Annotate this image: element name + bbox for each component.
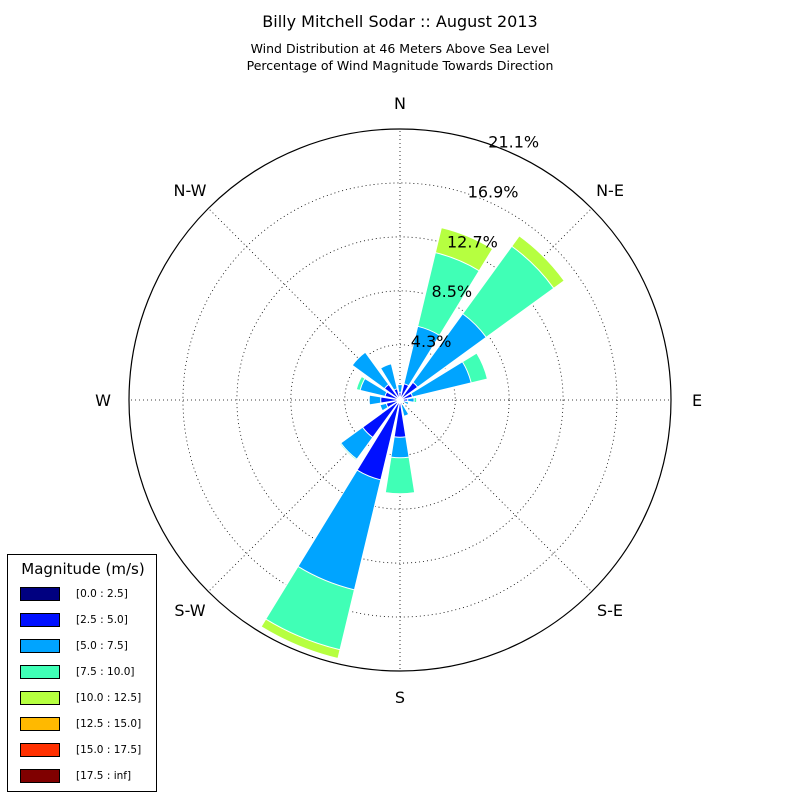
- radial-tick-label: 21.1%: [488, 133, 539, 152]
- wedge-nnw-bin-0: [398, 398, 401, 401]
- wedge-ssw-bin-1: [356, 399, 401, 481]
- legend-swatch: [20, 769, 60, 783]
- direction-label-n-w: N-W: [174, 181, 207, 200]
- radial-tick-label: 4.3%: [411, 332, 452, 351]
- legend-label: [7.5 : 10.0]: [76, 666, 135, 678]
- legend-swatch: [20, 743, 60, 757]
- outer-circle: [128, 128, 672, 672]
- wedge-ne-bin-2: [399, 313, 487, 401]
- legend-label: [5.0 : 7.5]: [76, 640, 128, 652]
- wedge-nw-bin-1: [383, 383, 401, 401]
- wedge-w-bin-1: [380, 396, 401, 404]
- direction-label-n: N: [394, 94, 406, 113]
- radial-grid-circle: [182, 182, 618, 618]
- direction-label-w: W: [95, 391, 111, 410]
- wedge-nnw-bin-1: [393, 388, 401, 401]
- legend-swatch: [20, 717, 60, 731]
- legend: Magnitude (m/s) [0.0 : 2.5] [2.5 : 5.0] [5…: [7, 554, 157, 792]
- wedge-n-bin-1: [398, 391, 402, 401]
- chart-title: Billy Mitchell Sodar :: August 2013: [262, 12, 538, 31]
- radial-grid-circle: [290, 290, 510, 510]
- legend-swatch: [20, 639, 60, 653]
- direction-label-e: E: [692, 391, 702, 410]
- wedge-sw-bin-1: [361, 399, 401, 439]
- legend-label: [15.0 : 17.5]: [76, 744, 142, 756]
- wedge-nne-bin-2: [399, 325, 441, 401]
- chart-subtitle-line-2: Percentage of Wind Magnitude Towards Dir…: [246, 58, 554, 73]
- wedge-e-bin-1: [399, 398, 409, 402]
- wedge-s-bin-1: [393, 399, 407, 438]
- radial-tick-label: 12.7%: [447, 232, 498, 251]
- wedge-ene-bin-1: [399, 392, 414, 401]
- legend-title: Magnitude (m/s): [21, 560, 145, 578]
- wedge-ene-bin-2: [399, 361, 472, 401]
- direction-label-n-e: N-E: [596, 181, 624, 200]
- legend-swatch: [20, 665, 60, 679]
- legend-label: [10.0 : 12.5]: [76, 692, 142, 704]
- legend-label: [2.5 : 5.0]: [76, 614, 128, 626]
- radial-grid-circle: [236, 236, 564, 564]
- legend-label: [0.0 : 2.5]: [76, 588, 128, 600]
- direction-label-s: S: [395, 688, 405, 707]
- legend-label: [17.5 : inf]: [76, 770, 132, 782]
- legend-swatch: [20, 613, 60, 627]
- direction-label-s-e: S-E: [597, 601, 623, 620]
- radial-grid-circle: [344, 344, 456, 456]
- legend-swatch: [20, 691, 60, 705]
- chart-subtitle-line-1: Wind Distribution at 46 Meters Above Sea…: [250, 41, 550, 56]
- wedge-wnw-bin-1: [384, 391, 401, 401]
- radial-tick-label: 16.9%: [468, 182, 519, 201]
- wedge-nne-bin-1: [399, 383, 410, 401]
- angular-grid-line: [399, 399, 592, 592]
- wedge-ne-bin-1: [399, 381, 419, 401]
- legend-label: [12.5 : 15.0]: [76, 718, 142, 730]
- direction-label-s-w: S-W: [174, 601, 205, 620]
- radial-tick-label: 8.5%: [431, 282, 472, 301]
- legend-swatch: [20, 587, 60, 601]
- wedge-wsw-bin-1: [385, 399, 401, 409]
